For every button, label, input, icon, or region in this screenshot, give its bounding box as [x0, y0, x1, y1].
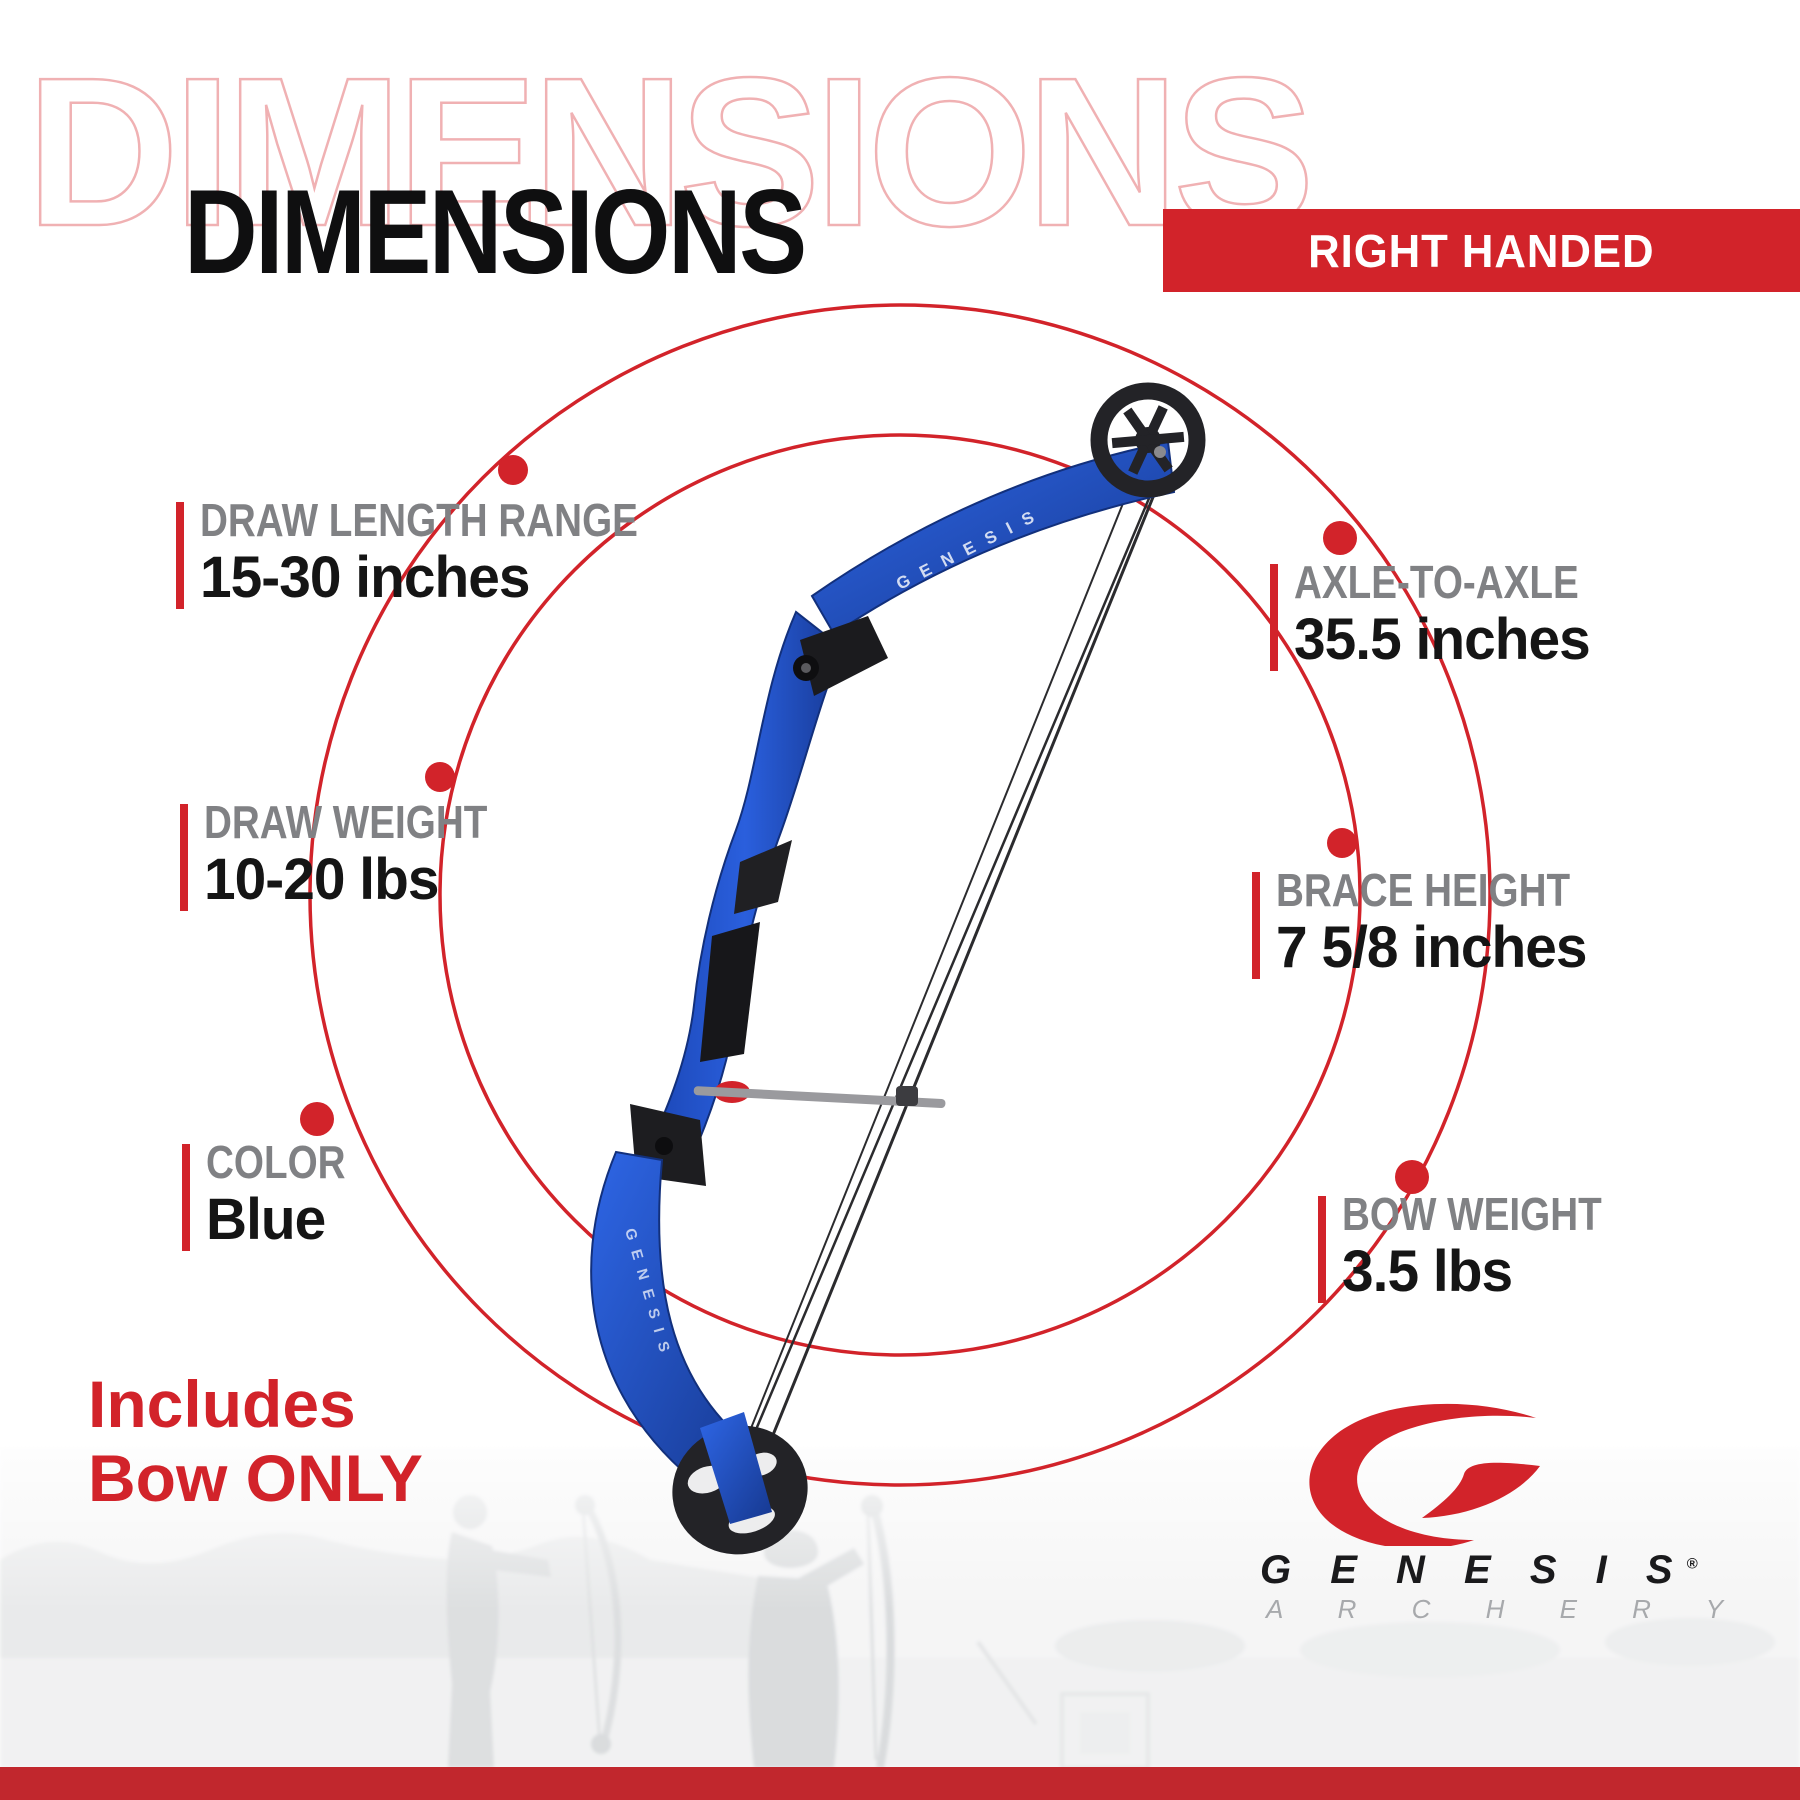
brand-name: G E N E S I S®	[1260, 1548, 1698, 1593]
spec-label: COLOR	[206, 1136, 346, 1188]
guide-circle-outer	[308, 303, 1492, 1487]
includes-note-line1: Includes	[88, 1367, 356, 1441]
bow-cable-slide	[896, 1086, 918, 1106]
brand-subtitle: A R C H E R Y	[1266, 1594, 1748, 1624]
spec-value: Blue	[206, 1187, 326, 1253]
genesis-logo-swoosh	[1309, 1403, 1536, 1546]
photo-bush	[1605, 1618, 1775, 1666]
right-handed-banner: RIGHT HANDED	[1163, 209, 1800, 292]
spec-accent-bar	[1252, 872, 1260, 980]
includes-note: Includes Bow ONLY	[88, 1367, 423, 1516]
spec-brace-height: BRACE HEIGHT 7 5/8 inches	[1252, 864, 1626, 981]
bow-strings	[734, 469, 1166, 1473]
spec-value: 15-30 inches	[200, 545, 530, 611]
spec-color: COLOR Blue	[182, 1136, 372, 1253]
spec-label: DRAW WEIGHT	[204, 796, 488, 848]
bottom-red-strip	[0, 1767, 1800, 1800]
spec-accent-bar	[1318, 1196, 1326, 1304]
background-outline-word: DIMENSIONS	[25, 33, 1316, 270]
spec-value: 10-20 lbs	[204, 847, 439, 913]
photo-bush	[1055, 1620, 1245, 1672]
bow-grip	[700, 922, 760, 1062]
spec-draw-weight: DRAW WEIGHT 10-20 lbs	[180, 796, 541, 913]
callout-dot-axle	[1323, 521, 1357, 555]
photo-field	[0, 1658, 1800, 1768]
spec-label: DRAW LENGTH RANGE	[200, 494, 638, 546]
photo-bush	[1300, 1622, 1560, 1678]
callout-dot-brace	[1327, 828, 1357, 858]
brand-registered-mark: ®	[1686, 1555, 1698, 1573]
spec-label: AXLE-TO-AXLE	[1294, 556, 1579, 608]
spec-bow-weight: BOW WEIGHT 3.5 lbs	[1318, 1188, 1651, 1305]
spec-value: 7 5/8 inches	[1276, 915, 1588, 981]
genesis-logo-hook	[1422, 1462, 1540, 1518]
spec-label: BOW WEIGHT	[1342, 1188, 1602, 1240]
genesis-logo-icon	[1309, 1403, 1540, 1546]
bow-top-cam	[1090, 382, 1206, 498]
callout-dot-color	[300, 1102, 334, 1136]
spec-accent-bar	[182, 1144, 190, 1252]
photo-target-face	[1080, 1712, 1130, 1754]
includes-note-line2: Bow ONLY	[88, 1440, 423, 1515]
banner-label: RIGHT HANDED	[1308, 224, 1655, 277]
bow-lower-limb-tip	[700, 1412, 772, 1524]
spec-axle-to-axle: AXLE-TO-AXLE 35.5 inches	[1270, 556, 1633, 673]
guide-circle-inner	[438, 433, 1362, 1357]
spec-label: BRACE HEIGHT	[1276, 864, 1571, 916]
spec-accent-bar	[1270, 564, 1278, 672]
bow-arrow-shelf	[734, 840, 792, 914]
callout-dot-bow-weight	[1395, 1160, 1429, 1194]
callout-dot-draw-weight	[425, 762, 455, 792]
callout-dot-draw-length	[498, 455, 528, 485]
spec-draw-length: DRAW LENGTH RANGE 15-30 inches	[176, 494, 721, 611]
photo-bow-cam	[591, 1734, 611, 1754]
spec-value: 35.5 inches	[1294, 607, 1591, 673]
spec-value: 3.5 lbs	[1342, 1239, 1513, 1305]
bow-limb-pocket-top	[800, 616, 888, 696]
spec-accent-bar	[180, 804, 188, 912]
bow-rest-screw	[801, 663, 811, 673]
bow-cable-guard	[693, 1086, 946, 1108]
page-title: DIMENSIONS	[184, 165, 807, 299]
photo-arrow	[976, 1640, 1038, 1726]
brand-name-text: G E N E S I S	[1260, 1548, 1687, 1592]
bow-pocket-bolt	[655, 1137, 673, 1155]
spec-accent-bar	[176, 502, 184, 610]
